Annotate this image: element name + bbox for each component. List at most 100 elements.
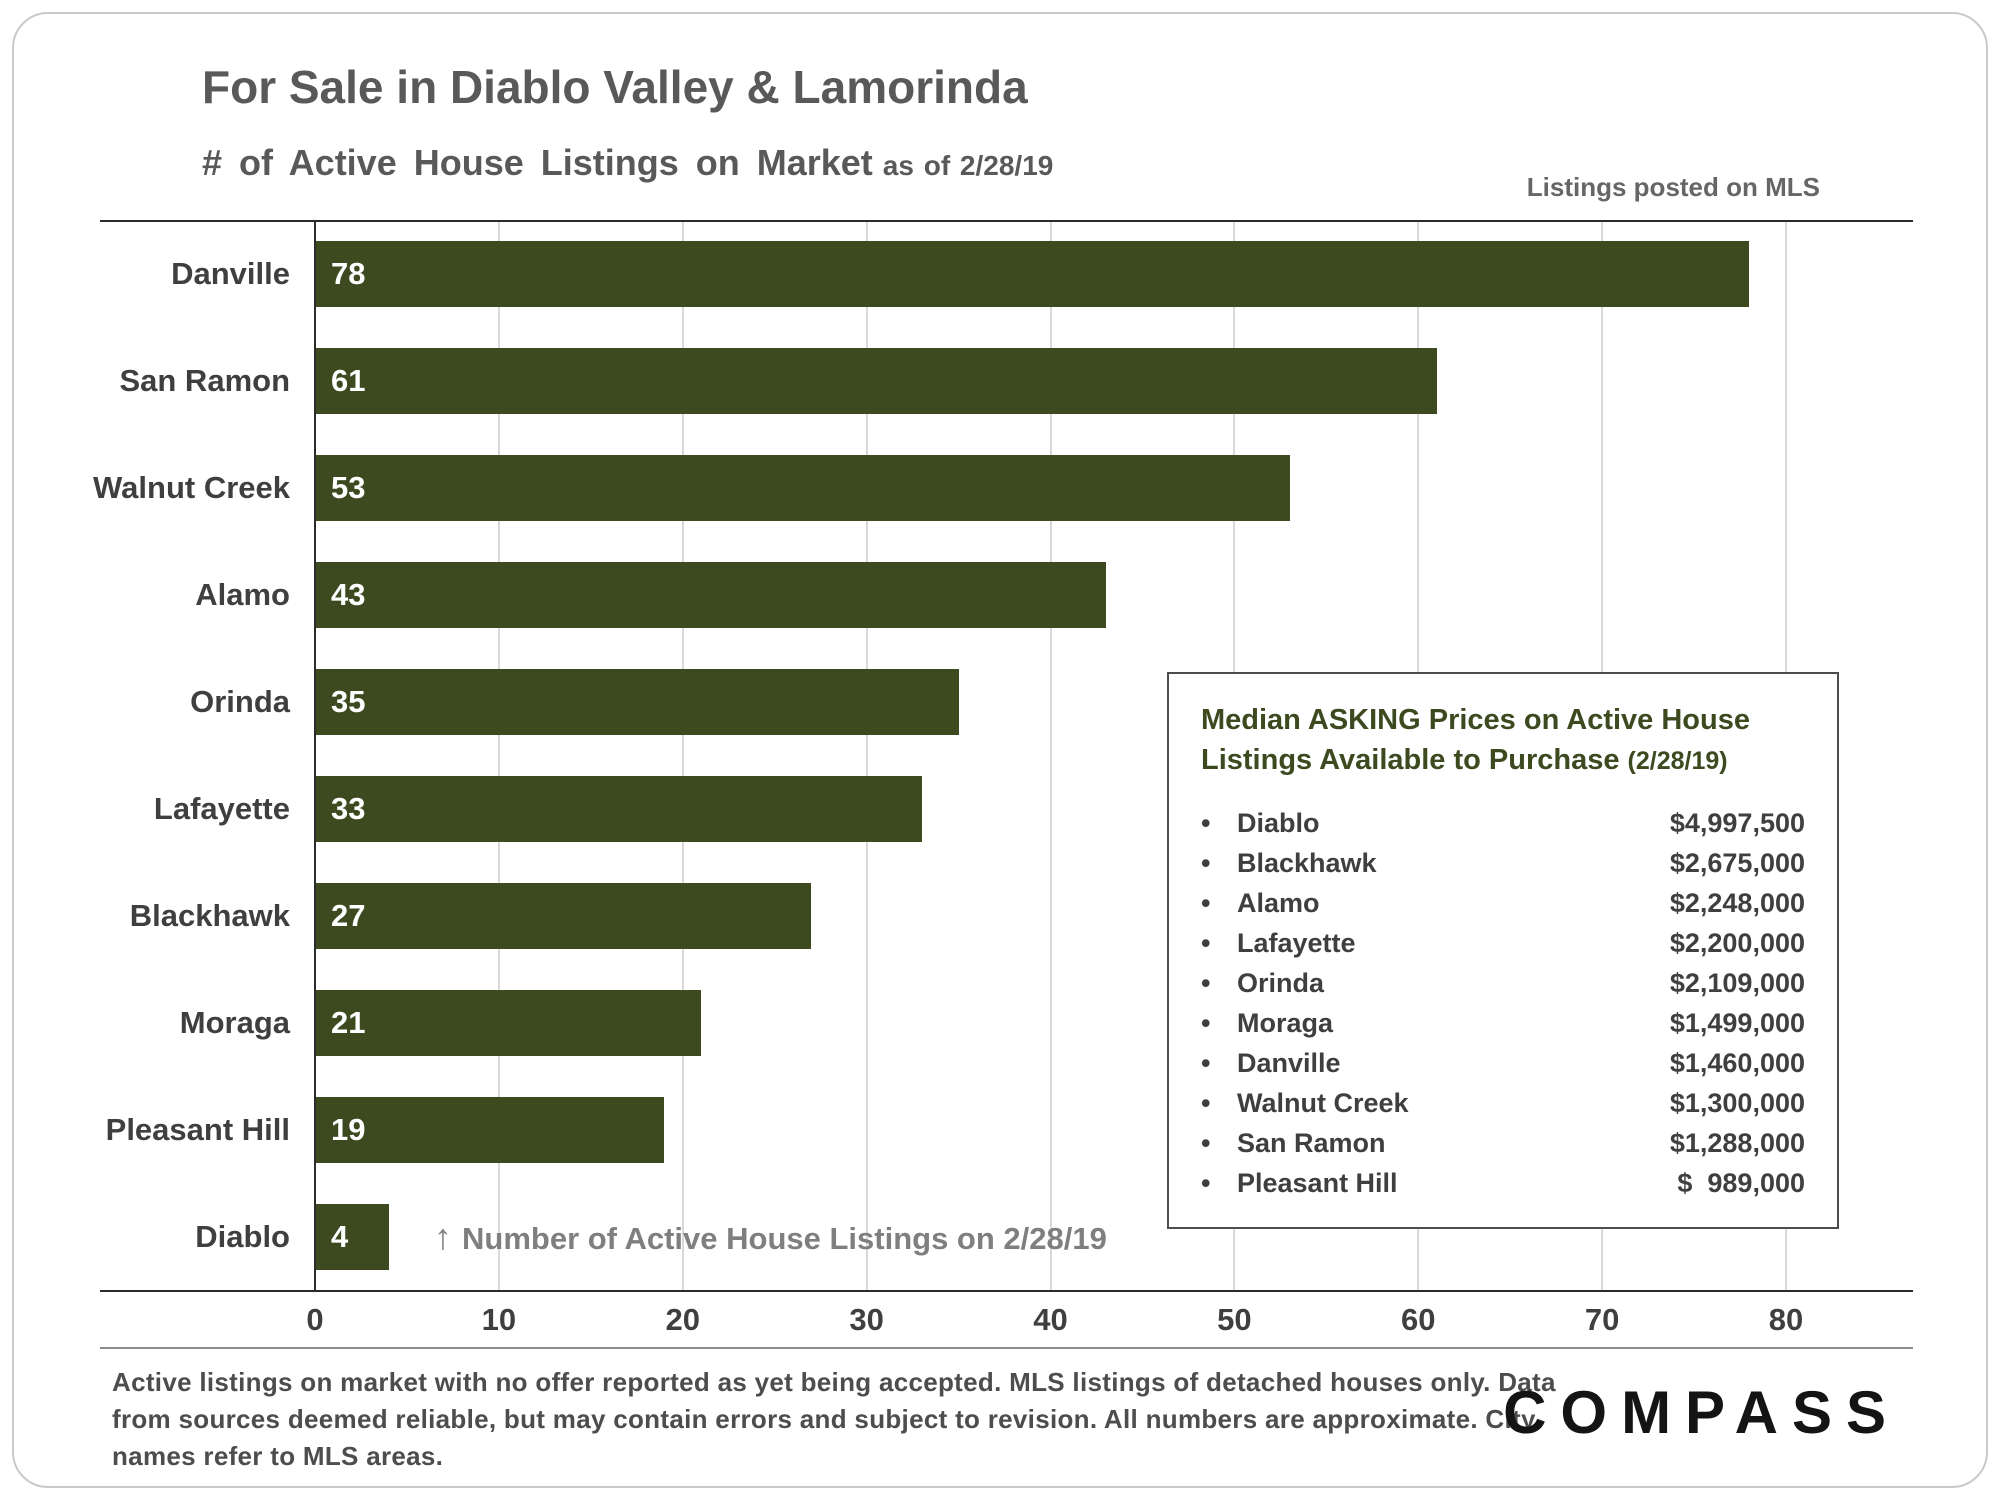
bar: 61 [315, 347, 1437, 414]
bar-row: Lafayette 33 [0, 755, 2000, 862]
x-tick-label: 80 [1768, 1302, 1804, 1337]
price-city: San Ramon [1237, 1128, 1386, 1158]
category-label: San Ramon [119, 362, 290, 398]
category-label: Alamo [195, 576, 290, 612]
price-list: • Diablo $4,997,500 • Blackhawk $2,675,000 • Al… [1201, 803, 1805, 1203]
price-list-item: • Lafayette $2,200,000 [1201, 923, 1805, 963]
bar-rows: Danville 78 San Ramon 61 Walnut Creek 53 Alamo… [0, 220, 2000, 1290]
price-list-item: • Pleasant Hill $ 989,000 [1201, 1163, 1805, 1203]
price-value: $2,200,000 [1669, 928, 1805, 958]
price-box-title-line2: Listings Available to Purchase (2/28/19) [1201, 744, 1728, 776]
x-tick-label: 30 [849, 1302, 884, 1337]
bar: 21 [315, 989, 702, 1056]
bar-row: Moraga 21 [0, 969, 2000, 1076]
mls-note: Listings posted on MLS [1526, 172, 1820, 202]
gridline-20 [681, 220, 684, 1290]
bullet-icon: • [1201, 1168, 1211, 1198]
y-axis-line [314, 220, 316, 1290]
price-value: $4,997,500 [1669, 808, 1805, 838]
category-label: Moraga [179, 1004, 290, 1040]
bullet-icon: • [1201, 1088, 1211, 1118]
bar-value-label: 61 [331, 362, 366, 398]
bullet-icon: • [1201, 888, 1211, 918]
footer-divider [100, 1347, 1913, 1349]
annotation-text: Number of Active House Listings on 2/28/… [462, 1221, 1107, 1256]
bullet-icon: • [1201, 1008, 1211, 1038]
bar: 78 [315, 240, 1750, 307]
category-label: Diablo [195, 1218, 290, 1254]
bar-value-label: 33 [331, 790, 366, 826]
category-label: Blackhawk [129, 897, 290, 933]
price-city: Orinda [1237, 968, 1325, 998]
bar-value-label: 43 [331, 576, 366, 612]
bar: 27 [315, 882, 812, 949]
price-list-item: • Diablo $4,997,500 [1201, 803, 1805, 843]
bar: 4 [315, 1203, 389, 1270]
gridline-40 [1049, 220, 1052, 1290]
price-list-item: • Blackhawk $2,675,000 [1201, 843, 1805, 883]
x-axis-line [100, 1290, 1913, 1292]
bar-row: San Ramon 61 [0, 327, 2000, 434]
bar-value-label: 19 [331, 1111, 366, 1147]
footer-disclaimer: Active listings on market with no offer … [112, 1367, 1556, 1471]
category-label: Pleasant Hill [105, 1111, 290, 1147]
bar: 33 [315, 775, 922, 842]
category-label: Orinda [190, 683, 290, 719]
price-list-item: • Walnut Creek $1,300,000 [1201, 1083, 1805, 1123]
x-tick-label: 70 [1584, 1302, 1620, 1337]
price-city: Blackhawk [1237, 848, 1377, 878]
x-tick-label: 20 [665, 1302, 700, 1337]
bar-row: Pleasant Hill 19 [0, 1076, 2000, 1183]
price-value: $1,499,000 [1669, 1008, 1805, 1038]
price-city: Walnut Creek [1237, 1088, 1409, 1118]
chart-subtitle: # of Active House Listings on Market as o… [202, 142, 1053, 184]
price-box-title: Median ASKING Prices on Active House Lis… [1201, 700, 1805, 781]
bar-value-label: 27 [331, 897, 366, 933]
price-value: $2,109,000 [1669, 968, 1805, 998]
price-city: Lafayette [1237, 928, 1356, 958]
bar: 35 [315, 668, 959, 735]
price-value: $2,248,000 [1669, 888, 1805, 918]
x-tick-label: 60 [1401, 1302, 1436, 1337]
bullet-icon: • [1201, 968, 1211, 998]
x-axis-ticks: 0 10 20 30 40 50 60 70 80 [306, 1302, 2000, 1346]
price-list-item: • Moraga $1,499,000 [1201, 1003, 1805, 1043]
bar-row: Danville 78 [0, 220, 2000, 327]
bar-row: Diablo 4 [0, 1183, 2000, 1290]
bar-value-label: 35 [331, 683, 366, 719]
up-arrow-icon: ↑ [434, 1216, 452, 1257]
bullet-icon: • [1201, 1128, 1211, 1158]
price-city: Alamo [1237, 888, 1320, 918]
gridline-10 [497, 220, 500, 1290]
price-box-date: (2/28/19) [1627, 747, 1728, 775]
price-box-title-line1: Median ASKING Prices on Active House [1201, 704, 1750, 736]
bar: 53 [315, 454, 1290, 521]
bar-row: Blackhawk 27 [0, 862, 2000, 969]
axis-annotation: ↑ Number of Active House Listings on 2/28… [434, 1216, 1107, 1258]
x-tick-label: 0 [306, 1302, 324, 1337]
bar-value-label: 4 [331, 1218, 349, 1254]
price-city: Diablo [1237, 808, 1320, 838]
price-list-item: • Alamo $2,248,000 [1201, 883, 1805, 923]
bar-row: Alamo 43 [0, 541, 2000, 648]
bar-value-label: 53 [331, 469, 366, 505]
price-city: Pleasant Hill [1237, 1168, 1398, 1198]
price-value: $1,300,000 [1669, 1088, 1805, 1118]
plot-top-border [100, 220, 1913, 222]
category-label: Lafayette [153, 790, 290, 826]
bar-row: Orinda 35 [0, 648, 2000, 755]
category-label: Walnut Creek [93, 469, 290, 505]
bar-value-label: 78 [331, 255, 366, 291]
x-tick-label: 40 [1033, 1302, 1068, 1337]
subtitle-date: as of 2/28/19 [882, 150, 1054, 181]
bullet-icon: • [1201, 928, 1211, 958]
price-value: $ 989,000 [1677, 1168, 1805, 1198]
bar: 19 [315, 1096, 665, 1163]
category-label: Danville [171, 255, 290, 291]
gridline-30 [865, 220, 868, 1290]
bar-value-label: 21 [331, 1004, 366, 1040]
bullet-icon: • [1201, 808, 1211, 838]
x-tick-label: 50 [1217, 1302, 1252, 1337]
subtitle-text: # of Active House Listings on Market [202, 142, 873, 183]
